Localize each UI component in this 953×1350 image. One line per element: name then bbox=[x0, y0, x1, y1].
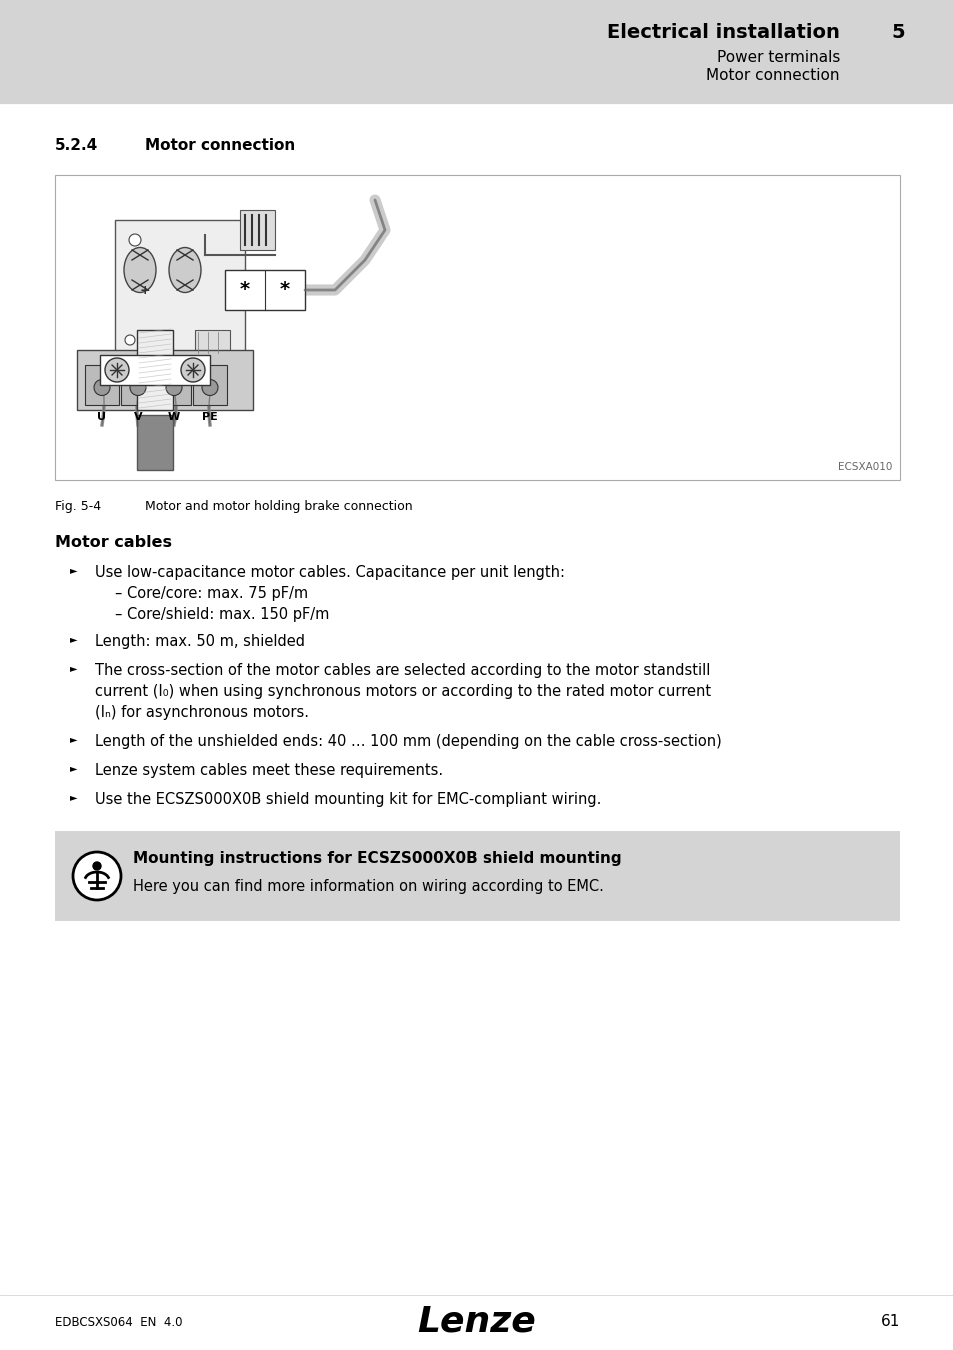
Text: Electrical installation: Electrical installation bbox=[606, 23, 840, 42]
Text: PE: PE bbox=[202, 412, 217, 423]
Text: Motor connection: Motor connection bbox=[145, 138, 294, 153]
Text: ►: ► bbox=[70, 634, 77, 644]
Ellipse shape bbox=[169, 247, 201, 293]
Text: *: * bbox=[279, 281, 290, 300]
Text: Fig. 5-4: Fig. 5-4 bbox=[55, 500, 101, 513]
Text: V: V bbox=[133, 412, 142, 423]
Text: The cross-section of the motor cables are selected according to the motor stands: The cross-section of the motor cables ar… bbox=[95, 663, 710, 678]
Text: – Core/shield: max. 150 pF/m: – Core/shield: max. 150 pF/m bbox=[115, 608, 329, 622]
Circle shape bbox=[129, 234, 141, 246]
Text: ►: ► bbox=[70, 792, 77, 802]
Text: 61: 61 bbox=[880, 1315, 899, 1330]
Bar bbox=[137, 329, 172, 410]
Bar bbox=[55, 832, 899, 921]
Circle shape bbox=[94, 379, 110, 396]
Circle shape bbox=[73, 852, 121, 900]
Circle shape bbox=[105, 358, 129, 382]
Bar bbox=[0, 0, 953, 105]
Circle shape bbox=[202, 379, 218, 396]
Text: +: + bbox=[139, 284, 151, 297]
Text: W: W bbox=[168, 412, 180, 423]
Text: Length: max. 50 m, shielded: Length: max. 50 m, shielded bbox=[95, 634, 305, 649]
Bar bbox=[115, 220, 245, 375]
Text: 5.2.4: 5.2.4 bbox=[55, 138, 98, 153]
Bar bbox=[55, 176, 899, 481]
Circle shape bbox=[130, 379, 146, 396]
Bar bbox=[77, 350, 253, 410]
Text: Mounting instructions for ECSZS000X0B shield mounting: Mounting instructions for ECSZS000X0B sh… bbox=[132, 850, 621, 865]
Text: *: * bbox=[240, 281, 250, 300]
Text: Length of the unshielded ends: 40 … 100 mm (depending on the cable cross-section: Length of the unshielded ends: 40 … 100 … bbox=[95, 734, 721, 749]
Circle shape bbox=[181, 358, 205, 382]
Ellipse shape bbox=[124, 247, 156, 293]
Bar bbox=[85, 364, 119, 405]
Text: ►: ► bbox=[70, 663, 77, 674]
Text: Here you can find more information on wiring according to EMC.: Here you can find more information on wi… bbox=[132, 879, 603, 894]
Text: Use the ECSZS000X0B shield mounting kit for EMC-compliant wiring.: Use the ECSZS000X0B shield mounting kit … bbox=[95, 792, 600, 807]
Text: current (I₀) when using synchronous motors or according to the rated motor curre: current (I₀) when using synchronous moto… bbox=[95, 684, 710, 699]
Bar bbox=[225, 270, 305, 310]
Text: Power terminals: Power terminals bbox=[716, 50, 840, 66]
Text: 5: 5 bbox=[890, 23, 904, 42]
Bar bbox=[137, 414, 172, 470]
Text: Motor cables: Motor cables bbox=[55, 535, 172, 549]
Text: ►: ► bbox=[70, 734, 77, 744]
Bar bbox=[240, 211, 274, 250]
Bar bbox=[157, 364, 191, 405]
Circle shape bbox=[125, 335, 135, 346]
Bar bbox=[193, 364, 227, 405]
Text: U: U bbox=[97, 412, 107, 423]
Text: Lenze: Lenze bbox=[417, 1305, 536, 1339]
Text: ECSXA010: ECSXA010 bbox=[837, 462, 891, 472]
Text: Use low-capacitance motor cables. Capacitance per unit length:: Use low-capacitance motor cables. Capaci… bbox=[95, 566, 564, 580]
Bar bbox=[121, 364, 154, 405]
Circle shape bbox=[166, 379, 182, 396]
Text: ►: ► bbox=[70, 566, 77, 575]
Bar bbox=[100, 355, 210, 385]
Text: – Core/core: max. 75 pF/m: – Core/core: max. 75 pF/m bbox=[115, 586, 308, 601]
Text: Motor connection: Motor connection bbox=[706, 69, 840, 84]
Text: ►: ► bbox=[70, 763, 77, 774]
Bar bbox=[194, 329, 230, 355]
Text: Lenze system cables meet these requirements.: Lenze system cables meet these requireme… bbox=[95, 763, 442, 778]
Text: (Iₙ) for asynchronous motors.: (Iₙ) for asynchronous motors. bbox=[95, 705, 309, 720]
Text: Motor and motor holding brake connection: Motor and motor holding brake connection bbox=[145, 500, 413, 513]
Circle shape bbox=[92, 863, 101, 869]
Text: EDBCSXS064  EN  4.0: EDBCSXS064 EN 4.0 bbox=[55, 1315, 182, 1328]
